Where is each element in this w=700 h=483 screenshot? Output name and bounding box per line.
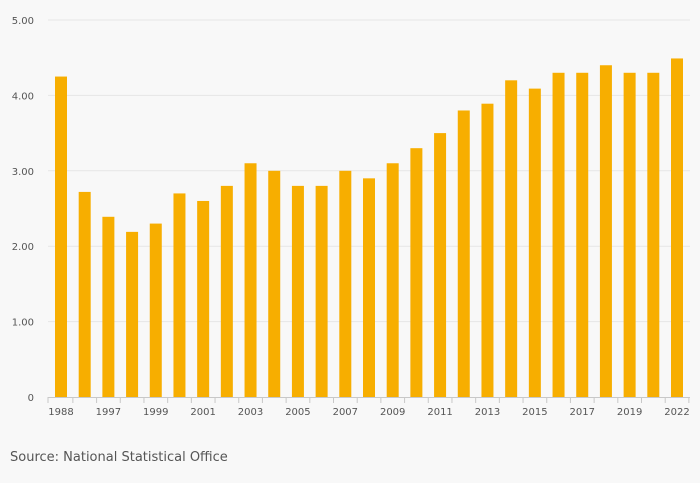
- bar: [55, 76, 67, 398]
- bar: [599, 65, 612, 398]
- x-tick-label: 2017: [570, 407, 595, 418]
- bar-chart: 0 1.00 2.00 3.00 4.00 5.00 1988 1997 1999 2001 20…: [12, 16, 690, 418]
- bar: [268, 170, 281, 397]
- bar: [481, 103, 494, 397]
- bar: [102, 216, 115, 397]
- x-tick-label: 2019: [617, 407, 642, 418]
- bar: [410, 148, 423, 397]
- y-tick-label: 3.00: [12, 167, 34, 178]
- x-tick-label: 2007: [333, 407, 358, 418]
- bar: [291, 185, 304, 397]
- bar: [363, 178, 375, 397]
- bar: [505, 80, 518, 397]
- bar: [647, 72, 660, 397]
- x-axis-labels: 1988 1997 1999 2001 2003 2005 2007 2009 2011 2013…: [48, 407, 689, 418]
- bar: [623, 72, 636, 397]
- x-tick-label: 1999: [143, 407, 168, 418]
- bar: [434, 133, 447, 397]
- bar: [457, 110, 470, 397]
- bar: [386, 163, 399, 397]
- x-tick-label: 2022: [664, 407, 689, 418]
- x-tick-label: 2005: [285, 407, 310, 418]
- y-tick-label: 0: [28, 393, 34, 404]
- x-tick-label: 2015: [522, 407, 547, 418]
- x-tick-label: 2013: [475, 407, 500, 418]
- source-note: Source: National Statistical Office: [10, 450, 228, 465]
- bar: [528, 88, 541, 397]
- y-axis-labels: 0 1.00 2.00 3.00 4.00 5.00: [12, 16, 34, 404]
- x-tick-label: 2009: [380, 407, 405, 418]
- bars: [55, 58, 683, 398]
- y-tick-label: 1.00: [12, 318, 34, 329]
- x-tick-label: 2011: [427, 407, 452, 418]
- x-axis: [47, 397, 690, 403]
- bar: [78, 191, 91, 397]
- x-tick-label: 1988: [48, 407, 73, 418]
- x-tick-label: 2001: [190, 407, 215, 418]
- x-tick-label: 1997: [96, 407, 121, 418]
- y-tick-label: 2.00: [12, 242, 34, 253]
- bar: [576, 72, 589, 397]
- y-tick-label: 4.00: [12, 91, 34, 102]
- bar: [552, 72, 565, 397]
- y-tick-label: 5.00: [12, 16, 34, 27]
- bar: [197, 200, 210, 397]
- bar: [149, 223, 162, 397]
- bar: [671, 58, 683, 397]
- x-tick-label: 2003: [238, 407, 263, 418]
- bar: [339, 170, 352, 397]
- bar: [173, 193, 186, 397]
- bar: [126, 231, 139, 397]
- bar: [244, 163, 257, 397]
- bar: [220, 185, 233, 397]
- bar: [315, 185, 328, 397]
